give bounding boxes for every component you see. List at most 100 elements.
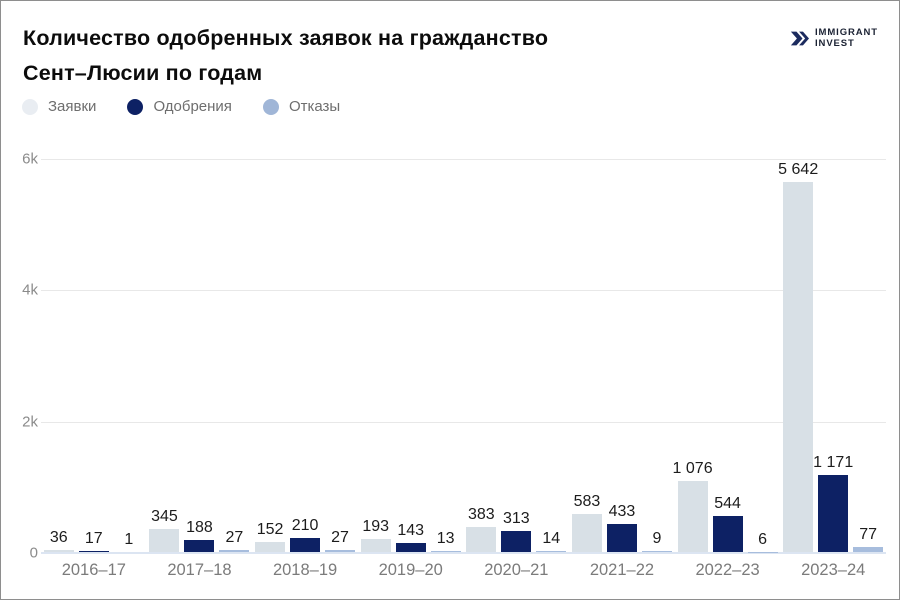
- bar: [43, 549, 74, 552]
- bar-column: 6: [747, 530, 778, 552]
- bar-column: 5 642: [778, 161, 818, 552]
- bars-container: 36 17 1 345 188 27 152 210 27 193 143 13 383 313 14 583…: [41, 159, 886, 552]
- category-label: 2023–24: [801, 561, 866, 579]
- bar-value-label: 1 076: [672, 460, 713, 478]
- legend-dot-icon: [262, 98, 279, 115]
- bar-chart: 6k 4k 2k 0 36 17 1 345 188 27 152 210 27 193 143 13 383…: [1, 152, 899, 561]
- bar-column: 188: [184, 519, 215, 552]
- bar-value-label: 6: [758, 530, 768, 548]
- legend-label: Отказы: [288, 98, 341, 115]
- category-label: 2018–19: [272, 561, 338, 579]
- bar: [184, 539, 215, 552]
- bar-column: 1 076: [673, 460, 713, 552]
- bar-column: 1: [113, 530, 144, 552]
- bar-group: 1 076 544 6: [673, 460, 781, 552]
- bar-column: 433: [606, 502, 637, 552]
- bar: [360, 539, 391, 552]
- bar: [571, 513, 602, 552]
- logo-line-1: IMMIGRANT: [815, 27, 878, 38]
- bar: [219, 550, 250, 552]
- category-label: 2016–17: [61, 561, 126, 579]
- y-tick-label: 0: [29, 544, 38, 562]
- bar: [78, 550, 109, 552]
- bar-column: 1 171: [813, 454, 853, 552]
- gridline: [41, 421, 886, 423]
- legend-item-3: Отказы: [262, 98, 341, 115]
- bar-column: 13: [430, 530, 461, 552]
- y-tick-label: 4k: [22, 281, 38, 299]
- bar-value-label: 345: [151, 508, 178, 526]
- category-label: 2017–18: [167, 561, 232, 579]
- bar-column: 152: [255, 521, 286, 552]
- legend-label: Заявки: [48, 98, 97, 115]
- bar-value-label: 5 642: [778, 160, 819, 178]
- bar-value-label: 1: [124, 530, 134, 548]
- page-title: Количество одобренных заявок на гражданс…: [23, 21, 548, 91]
- bar-value-label: 77: [859, 525, 878, 543]
- bar-column: 544: [712, 495, 743, 552]
- legend-item-1: Заявки: [22, 98, 96, 115]
- category-label: 2022–23: [695, 561, 760, 579]
- bar-column: 9: [641, 530, 672, 552]
- bar-column: 27: [219, 529, 250, 552]
- legend-item-2: Одобрения: [127, 98, 232, 115]
- bar: [783, 181, 814, 552]
- bar: [325, 550, 356, 552]
- bar-value-label: 14: [542, 530, 561, 548]
- bar-column: 17: [78, 529, 109, 552]
- legend-dot-icon: [22, 98, 38, 115]
- bar: [395, 542, 426, 552]
- bar: [149, 529, 180, 552]
- immigrant-invest-logo: IMMIGRANT INVEST: [790, 27, 878, 49]
- bar-group: 36 17 1: [41, 529, 147, 552]
- bar-value-label: 1 171: [813, 454, 854, 472]
- bar-value-label: 583: [573, 492, 601, 510]
- bar-column: 14: [536, 530, 567, 552]
- logo-wordmark: IMMIGRANT INVEST: [815, 27, 878, 49]
- double-chevron-right-icon: [790, 31, 810, 46]
- bar: [430, 551, 461, 552]
- baseline: [41, 552, 886, 554]
- bar-group: 383 313 14: [464, 506, 570, 552]
- bar-value-label: 544: [714, 495, 741, 513]
- bar: [677, 481, 708, 552]
- bar-group: 152 210 27: [252, 517, 358, 552]
- bar: [641, 551, 672, 552]
- bar-group: 345 188 27: [147, 508, 253, 552]
- bar: [853, 546, 884, 552]
- bar-value-label: 9: [652, 530, 662, 548]
- bar: [255, 542, 286, 552]
- bar-value-label: 152: [256, 521, 284, 539]
- chart-legend: Заявки Одобрения Отказы: [22, 98, 340, 115]
- y-tick-label: 6k: [22, 150, 38, 168]
- bar-column: 36: [43, 528, 74, 552]
- bar-value-label: 210: [291, 517, 319, 535]
- bar-value-label: 17: [84, 529, 103, 547]
- title-line-1: Количество одобренных заявок на гражданс…: [23, 26, 549, 50]
- plot-area: 36 17 1 345 188 27 152 210 27 193 143 13 383 313 14 583…: [41, 159, 886, 554]
- bar-value-label: 13: [436, 530, 455, 548]
- bar-value-label: 193: [362, 518, 390, 536]
- title-line-2: Сент–Люсии по годам: [23, 61, 263, 85]
- bar-group: 583 433 9: [569, 493, 675, 552]
- bar-group: 5 642 1 171 77: [778, 161, 886, 552]
- bar: [536, 551, 567, 552]
- bar: [712, 516, 743, 552]
- bar: [466, 526, 497, 552]
- bar-column: 313: [501, 510, 532, 552]
- bar-value-label: 143: [397, 521, 425, 539]
- gridline: [41, 159, 886, 160]
- bar-value-label: 36: [49, 528, 68, 546]
- bar-value-label: 27: [331, 529, 349, 547]
- legend-label: Одобрения: [153, 98, 232, 115]
- legend-dot-icon: [127, 98, 144, 115]
- bar-value-label: 433: [608, 502, 636, 520]
- bar-column: 77: [853, 525, 884, 552]
- bar: [818, 475, 849, 552]
- y-tick-label: 2k: [22, 413, 38, 431]
- bar-column: 193: [360, 518, 391, 552]
- category-label: 2020–21: [484, 561, 549, 579]
- bar-group: 193 143 13: [358, 518, 464, 552]
- bar-column: 143: [395, 521, 426, 552]
- bar-column: 383: [466, 506, 497, 552]
